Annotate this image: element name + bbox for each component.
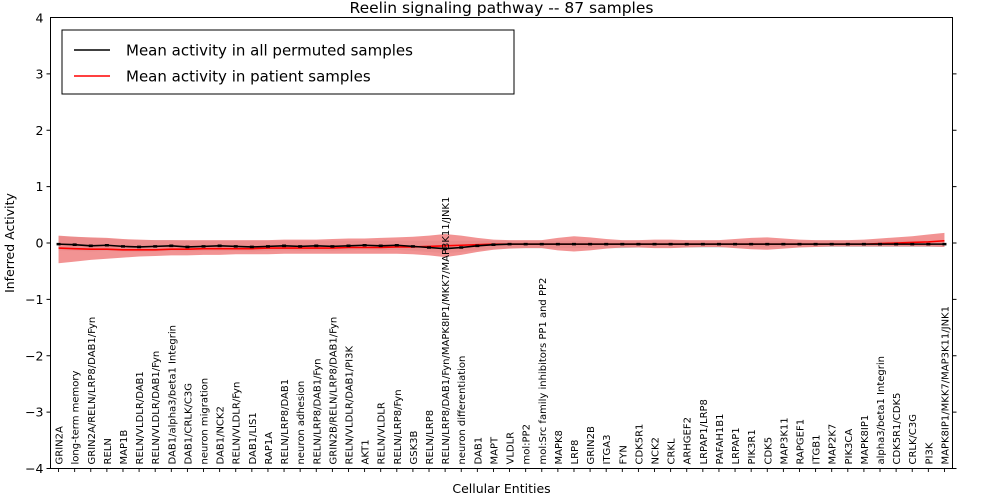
x-tick-label: LRP8: [570, 440, 581, 465]
x-tick-label: FYN: [618, 445, 629, 464]
x-tick-label: PAFAH1B1: [715, 413, 726, 464]
x-tick-label: RELN/VLDLR/DAB1/Fyn: [151, 351, 162, 465]
x-tick-label: mol:PP2: [522, 424, 533, 464]
x-tick-label: MAP1B: [119, 430, 130, 465]
x-tick-label: mol:Src family inhibitors PP1 and PP2: [538, 278, 549, 465]
x-tick-label: PIK3CA: [844, 429, 855, 465]
x-tick-label: RELN/VLDLR/DAB1: [135, 371, 146, 464]
y-tick-label-top: 4: [36, 11, 44, 26]
x-tick-label: neuron migration: [200, 378, 211, 465]
x-tick-label: RELN/LRP8: [425, 410, 436, 465]
x-tick-label: neuron differentiation: [457, 356, 468, 465]
x-axis-label: Cellular Entities: [452, 481, 550, 496]
permuted-mean-line: [58, 243, 945, 250]
x-tick-label: DAB1: [473, 437, 484, 465]
chart-title: Reelin signaling pathway -- 87 samples: [350, 0, 654, 17]
y-tick-label: 2: [36, 123, 44, 138]
x-tick-label: DAB1/LIS1: [248, 412, 259, 464]
x-tick-label: CDK5R1/CDK5: [892, 393, 903, 465]
x-tick-label: DAB1/alpha3/beta1 Integrin: [167, 325, 178, 464]
x-tick-label: PI3K: [924, 442, 935, 464]
x-tick-label: DAB1/CRLK/C3G: [183, 383, 194, 464]
y-tick-label: 3: [36, 66, 44, 81]
x-tick-label: GRIN2B/RELN/LRP8/DAB1/Fyn: [328, 317, 339, 465]
x-tick-label: alpha3/beta1 Integrin: [876, 356, 887, 464]
x-tick-label: MAPK8IP1: [860, 415, 871, 465]
x-tick-label: AKT1: [361, 439, 372, 464]
x-tick-label: RELN/VLDLR/DAB1/PI3K: [344, 346, 355, 465]
x-tick-label: RELN/LRP8/Fyn: [393, 389, 404, 464]
y-tick-label: −4: [25, 461, 43, 476]
x-tick-label: LRPAP1: [731, 427, 742, 464]
y-tick-label: −1: [25, 292, 43, 307]
x-tick-label: RELN/VLDLR/Fyn: [232, 382, 243, 465]
x-tick-label: MAPT: [489, 436, 500, 464]
x-tick-label: CRLK/C3G: [908, 414, 919, 465]
permuted-mean-markers: [56, 242, 947, 250]
x-tick-label: CDK5: [763, 437, 774, 465]
legend-box: [61, 29, 515, 95]
y-tick-label: 1: [36, 179, 44, 194]
y-axis-label: Inferred Activity: [2, 192, 17, 292]
x-tick-label: VLDLR: [506, 432, 517, 465]
y-tick-label: −3: [25, 405, 43, 420]
x-tick-label: RELN/LRP8/DAB1/Fyn/MAPK8IP1/MKK7/MAP3K11…: [441, 197, 452, 465]
x-tick-label: RAP1A: [264, 432, 275, 465]
x-tick-label: RELN/LRP8/DAB1/Fyn: [312, 358, 323, 464]
x-tick-label: RELN: [103, 438, 114, 464]
x-tick-label: neuron adhesion: [296, 381, 307, 465]
y-tick-label: −2: [25, 348, 43, 363]
x-tick-label: CDK5R1: [634, 424, 645, 465]
x-tick-label: DAB1/NCK2: [216, 406, 227, 464]
x-tick-label: RELN/LRP8/DAB1: [280, 379, 291, 465]
x-tick-label: ITGA3: [602, 434, 613, 464]
x-tick-label: NCK2: [651, 437, 662, 464]
x-tick-label: CRKL: [667, 438, 678, 464]
legend-label: Mean activity in patient samples: [126, 68, 371, 86]
x-tick-label: GRIN2B: [586, 426, 597, 464]
x-tick-label: GRIN2A: [55, 426, 66, 464]
x-tick-label: long-term memory: [71, 371, 82, 465]
x-tick-label: ITGB1: [812, 434, 823, 464]
x-tick-label: MAP3K11: [779, 417, 790, 464]
x-tick-label: MAPK8: [554, 430, 565, 464]
x-tick-label: MAPK8IP1/MKK7/MAP3K11/JNK1: [940, 306, 951, 464]
x-tick-label: GRIN2A/RELN/LRP8/DAB1/Fyn: [87, 317, 98, 465]
x-tick-label: RAPGEF1: [795, 419, 806, 465]
x-tick-label: PIK3R1: [747, 429, 758, 464]
y-tick-label: 0: [36, 236, 44, 251]
x-tick-label: GSK3B: [409, 430, 420, 464]
patient-confidence-band: [58, 232, 945, 264]
x-tick-label: MAP2K7: [828, 424, 839, 465]
x-tick-label: ARHGEF2: [683, 417, 694, 465]
x-tick-label: LRPAP1/LRP8: [699, 399, 710, 464]
x-tick-label: RELN/VLDLR: [377, 402, 388, 464]
legend-label: Mean activity in all permuted samples: [126, 42, 413, 60]
